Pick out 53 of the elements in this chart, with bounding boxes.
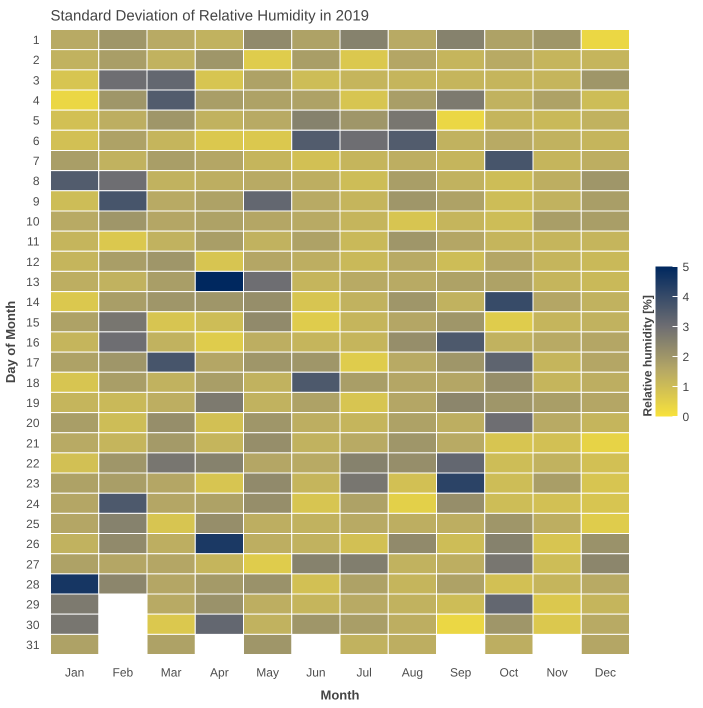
y-tick-label: 7 (32, 154, 40, 168)
y-tick-label: 11 (27, 234, 40, 249)
y-tick-label: 24 (26, 496, 40, 511)
x-axis-title: Month (320, 688, 360, 702)
x-tick-label: Nov (546, 666, 568, 680)
y-tick-label: 29 (26, 598, 40, 612)
y-tick-label: 20 (26, 416, 40, 430)
y-tick-label: 6 (32, 134, 40, 148)
y-tick-label: 26 (26, 537, 40, 552)
y-tick-label: 22 (26, 456, 40, 470)
x-tick-label: May (256, 666, 279, 680)
y-tick-label: 17 (26, 356, 40, 370)
x-tick-label: Sep (450, 666, 472, 680)
x-tick-label: Apr (210, 666, 229, 680)
x-tick-label: Jul (356, 666, 372, 680)
y-tick-label: 1 (32, 33, 40, 48)
y-tick-label: 15 (26, 315, 40, 330)
x-tick-label: Feb (112, 666, 134, 680)
y-tick-label: 23 (26, 476, 40, 491)
y-tick-label: 13 (26, 275, 40, 290)
color-bar-label: 2 (682, 350, 690, 364)
y-tick-label: 28 (26, 577, 40, 592)
chart-title: Standard Deviation of Relative Humidity in 2019 (50, 8, 370, 24)
x-tick-label: Dec (594, 666, 616, 680)
x-tick-label: Oct (500, 666, 519, 680)
color-bar-label: 0 (682, 410, 690, 424)
color-bar-label: 5 (682, 260, 690, 274)
y-tick-label: 5 (32, 114, 40, 128)
y-tick-label: 14 (26, 295, 40, 310)
y-tick-label: 10 (26, 214, 40, 229)
color-bar-label: 1 (682, 380, 690, 394)
y-tick-label: 2 (32, 53, 40, 68)
y-tick-label: 25 (26, 516, 40, 531)
x-tick-label: Jan (64, 666, 84, 680)
y-tick-label: 19 (26, 396, 40, 410)
x-tick-label: Aug (402, 666, 424, 680)
y-tick-label: 27 (26, 557, 40, 572)
y-tick-label: 16 (26, 336, 40, 350)
y-tick-label: 30 (26, 618, 40, 632)
y-tick-label: 4 (32, 94, 40, 108)
y-tick-label: 8 (32, 174, 40, 188)
y-tick-label: 18 (26, 376, 40, 390)
color-bar-title: Relative humidity [%] (640, 295, 654, 416)
color-bar-label: 4 (682, 290, 690, 304)
x-tick-label: Mar (160, 666, 182, 680)
y-tick-label: 9 (32, 194, 40, 208)
color-bar-label: 3 (682, 320, 690, 334)
y-tick-label: 21 (26, 436, 40, 450)
y-tick-label: 31 (26, 638, 40, 652)
y-axis-title: Day of Month (3, 300, 18, 384)
x-tick-label: Jun (306, 666, 326, 680)
y-tick-label: 3 (32, 73, 40, 88)
y-tick-label: 12 (26, 254, 40, 269)
